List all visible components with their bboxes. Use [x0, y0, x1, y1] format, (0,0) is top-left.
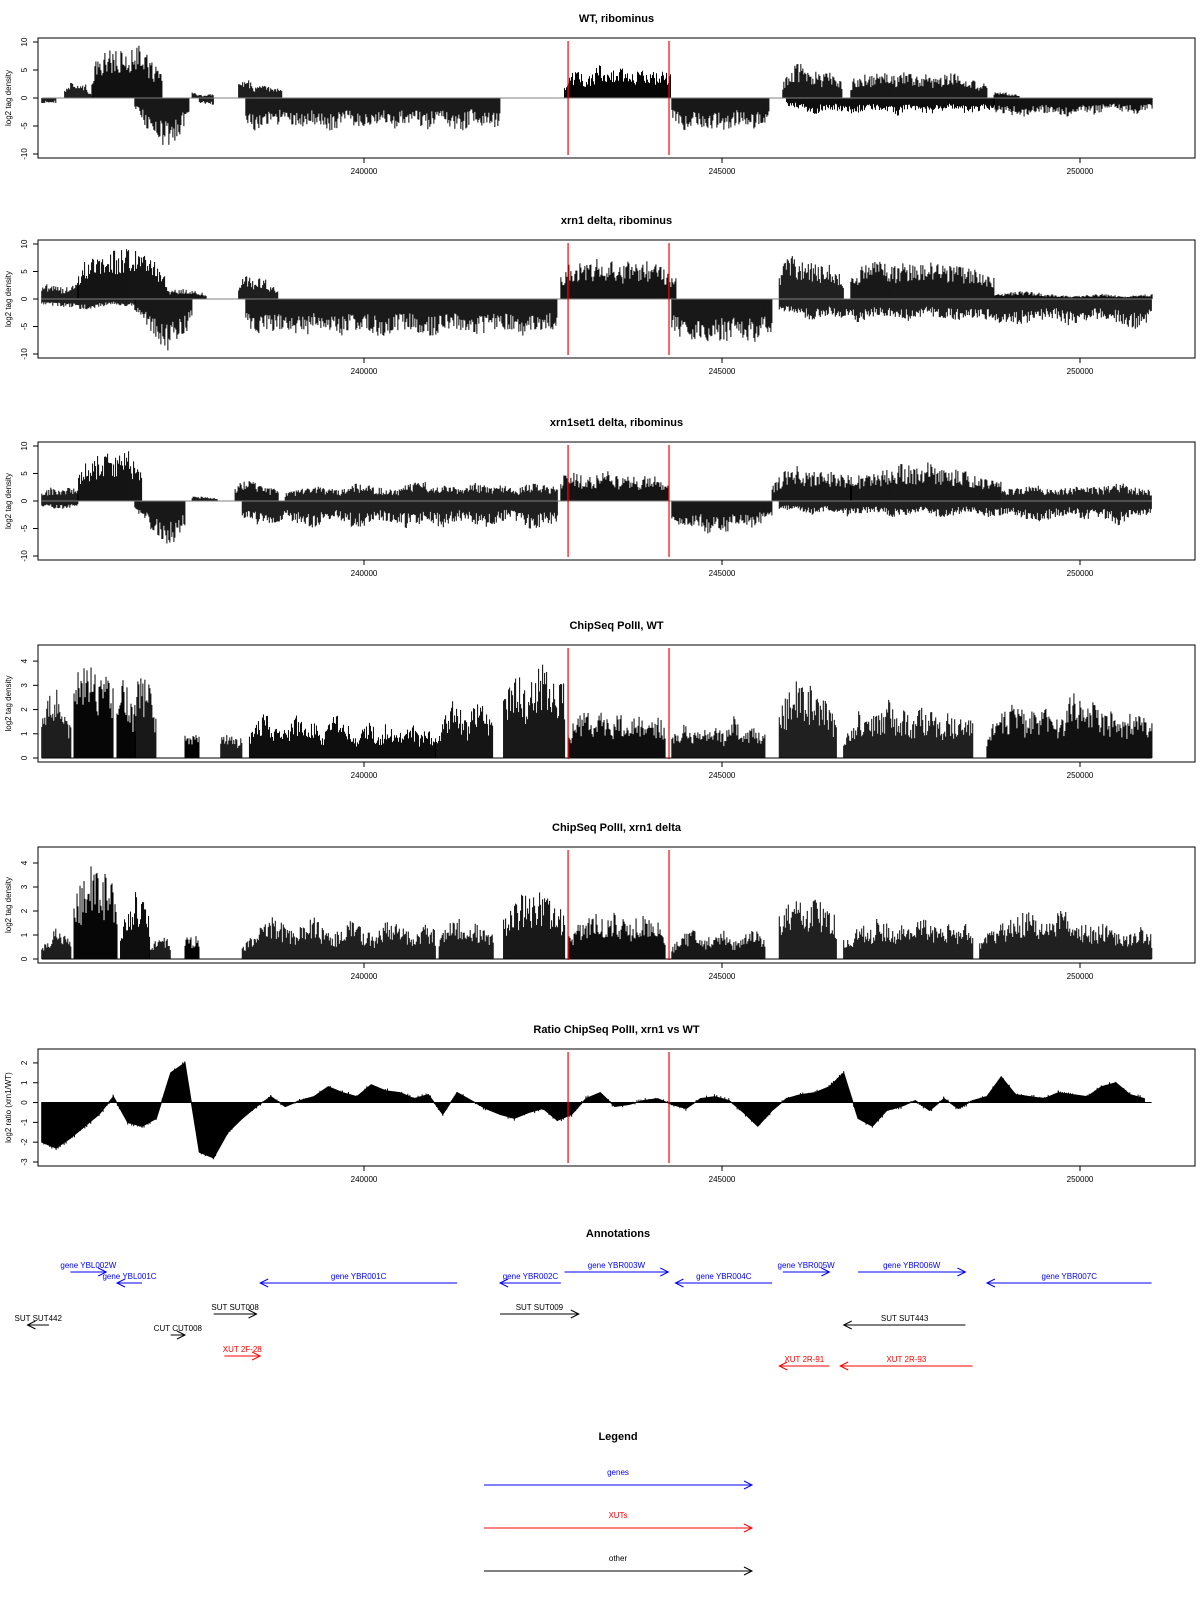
chart-panel-3: xrn1set1 delta, ribominus log2 tag densit…: [4, 417, 1196, 578]
chart-panel-4: ChipSeq PolII, WT log2 tag density 0 1 2 3 4 24…: [4, 620, 1196, 780]
y-tick-label: -5: [20, 122, 29, 130]
x-tick-label: 245000: [709, 771, 736, 780]
y-tick-label: 10: [20, 441, 29, 450]
y-tick-label: 0: [20, 296, 29, 301]
y-tick-label: 0: [20, 755, 29, 760]
data-bars: [41, 45, 1153, 145]
chart-title: xrn1 delta, ribominus: [561, 215, 672, 227]
x-tick-label: 245000: [709, 167, 736, 176]
y-axis-label: log2 tag density: [4, 70, 13, 126]
x-tick-label: 240000: [351, 167, 378, 176]
y-tick-label: 3: [20, 683, 29, 688]
data-bars: [41, 664, 1153, 758]
y-tick-label: 0: [20, 498, 29, 503]
y-tick-label: -10: [20, 348, 29, 360]
x-tick-label: 250000: [1067, 569, 1094, 578]
y-tick-label: 5: [20, 471, 29, 476]
chart-panel-2: xrn1 delta, ribominus log2 tag density -10…: [4, 215, 1196, 376]
y-tick-label: 10: [20, 37, 29, 46]
y-tick-label: -10: [20, 550, 29, 562]
x-tick-label: 240000: [351, 367, 378, 376]
x-tick-label: 250000: [1067, 771, 1094, 780]
y-tick-label: 1: [20, 731, 29, 736]
chart-title: ChipSeq PolII, WT: [569, 620, 663, 632]
chart-title: xrn1set1 delta, ribominus: [550, 417, 683, 429]
y-tick-label: 2: [20, 707, 29, 712]
x-tick-label: 240000: [351, 569, 378, 578]
y-axis-label: log2 tag density: [4, 271, 13, 327]
plot-frame: [37, 644, 1196, 763]
x-tick-label: 250000: [1067, 167, 1094, 176]
x-tick-label: 245000: [709, 367, 736, 376]
y-tick-label: 5: [20, 269, 29, 274]
chart-panel-1: WT, ribominus log2 tag density -10 -5 0 5 10 24…: [4, 13, 1196, 176]
y-tick-label: -5: [20, 524, 29, 532]
y-axis-label: log2 tag density: [4, 473, 13, 529]
y-tick-label: -5: [20, 322, 29, 330]
y-tick-label: 4: [20, 658, 29, 663]
x-tick-label: 245000: [709, 569, 736, 578]
data-bars: [41, 451, 1152, 544]
x-tick-label: 250000: [1067, 367, 1094, 376]
x-tick-label: 240000: [351, 771, 378, 780]
y-tick-label: 0: [20, 95, 29, 100]
y-axis-label: log2 tag density: [4, 675, 13, 731]
y-tick-label: -10: [20, 148, 29, 160]
chart-title: WT, ribominus: [579, 13, 654, 25]
y-tick-label: 5: [20, 67, 29, 72]
y-tick-label: 10: [20, 239, 29, 248]
data-bars: [41, 249, 1153, 351]
